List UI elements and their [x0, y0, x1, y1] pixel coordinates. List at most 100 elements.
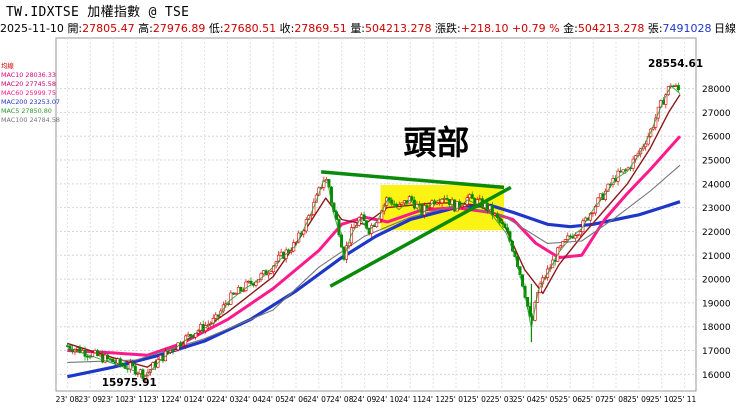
period-selector[interactable]: 日線 [714, 22, 736, 35]
candle-body [624, 169, 628, 171]
candle-body [324, 179, 328, 182]
x-tick-label: 25' 04 [513, 395, 537, 404]
x-tick-label: 24' 02 [193, 395, 217, 404]
x-tick-label: 23' 12 [147, 395, 171, 404]
x-tick-label: 23' 09 [79, 395, 103, 404]
max-value-label: 28554.61 [648, 58, 703, 70]
amount-value: 504213.278 [577, 22, 645, 35]
candle-body [246, 280, 250, 283]
sheets-value: 7491028 [662, 22, 712, 35]
change-label: 漲跌: [435, 22, 461, 35]
candle-body [395, 203, 399, 207]
candle-body [116, 358, 120, 364]
high-value: 27976.89 [152, 22, 206, 35]
x-tick-label: 24' 11 [399, 395, 423, 404]
x-tick-label: 24' 06 [284, 395, 308, 404]
x-tick-label: 24' 10 [376, 395, 400, 404]
candle-body [568, 235, 572, 238]
y-tick-label: 28000 [702, 85, 731, 95]
candle-body [563, 239, 567, 242]
x-tick-label: 24' 08 [330, 395, 354, 404]
candle-body [289, 250, 293, 253]
candle-body [558, 245, 562, 249]
symbol-title: TW.IDXTSE 加權指數 @ TSE [6, 5, 190, 20]
open-value: 27805.47 [82, 22, 135, 35]
candle-body [118, 358, 122, 365]
candle-body [106, 354, 110, 359]
candle-body [113, 361, 117, 364]
candle-body [138, 369, 142, 374]
x-tick-label: 25' 08 [604, 395, 628, 404]
x-tick-label: 23' 11 [124, 395, 148, 404]
y-tick-label: 23000 [702, 204, 731, 214]
candle-body [279, 251, 283, 256]
quote-date: 2025-11-10 [0, 22, 64, 35]
min-value-label: 15975.91 [102, 377, 157, 389]
candle-body [254, 281, 258, 286]
candle-body [505, 227, 509, 232]
legend-item-name: MAC20 [1, 80, 26, 88]
candle-body [495, 213, 499, 219]
candle-body [141, 369, 145, 379]
legend-item-mac10: MAC10 28036.33 [1, 71, 59, 80]
candle-body [500, 222, 504, 225]
pattern-label: 頭部 [403, 123, 469, 162]
x-tick-label: 25' 02 [467, 395, 491, 404]
legend-item-mac100: MAC100 24784.58 [1, 116, 60, 125]
candle-body [239, 287, 243, 292]
candle-body [387, 197, 391, 201]
candle-body [458, 201, 462, 208]
candle-body [440, 199, 444, 204]
x-tick-label: 25' 01 [444, 395, 468, 404]
y-tick-label: 21000 [702, 252, 731, 262]
x-tick-label: 24' 03 [216, 395, 240, 404]
candle-body [259, 273, 263, 280]
legend-item-value: 23253.07 [29, 98, 60, 106]
candle-body [339, 234, 343, 248]
close-label: 收: [279, 22, 295, 35]
candle-body [566, 235, 570, 240]
sheets-label: 張: [647, 22, 663, 35]
x-tick-label: 24' 05 [261, 395, 285, 404]
legend-item-value: 27745.58 [25, 80, 56, 88]
candle-body [186, 334, 190, 337]
y-tick-label: 18000 [702, 323, 731, 333]
quote-bar: 2025-11-10 開:27805.47 高:27976.89 低:27680… [0, 20, 740, 36]
x-tick-label: 24' 12 [421, 395, 445, 404]
x-tick-label: 24' 04 [239, 395, 263, 404]
candle-body [508, 231, 512, 242]
x-tick-label: 25' 10 [650, 395, 674, 404]
y-tick-label: 19000 [702, 299, 731, 309]
lower-trendline [329, 185, 512, 288]
ma-line-mac100 [67, 164, 681, 363]
candle-body [158, 355, 162, 360]
legend-item-name: MAC200 [1, 98, 30, 106]
ma-legend: 均線 MAC10 28036.33 MAC20 27745.58 MAC60 259… [1, 62, 60, 125]
x-tick-label: 25' 11 [673, 395, 697, 404]
y-tick-label: 20000 [702, 276, 731, 286]
candle-body [65, 345, 69, 347]
legend-item-mac60: MAC60 25999.75 [1, 89, 59, 98]
change-pct-value: +0.79 % [511, 22, 560, 35]
candle-body [382, 204, 386, 212]
candle-body [101, 354, 105, 363]
candle-body [606, 183, 610, 192]
close-value: 27869.51 [294, 22, 347, 35]
candle-body [644, 143, 648, 148]
candle-body [561, 241, 565, 247]
candle-body [96, 350, 100, 357]
candle-body [417, 204, 421, 206]
legend-item-name: MAC5 [1, 107, 22, 115]
y-tick-label: 25000 [702, 157, 731, 167]
candle-body [93, 350, 97, 354]
legend-title: 均線 [1, 62, 14, 70]
candle-body [362, 214, 366, 222]
candle-body [304, 219, 308, 232]
legend-item-value: 28036.33 [25, 71, 56, 79]
candle-body [181, 344, 185, 347]
candle-body [334, 211, 338, 220]
candle-body [619, 170, 623, 173]
candle-body [621, 169, 625, 173]
